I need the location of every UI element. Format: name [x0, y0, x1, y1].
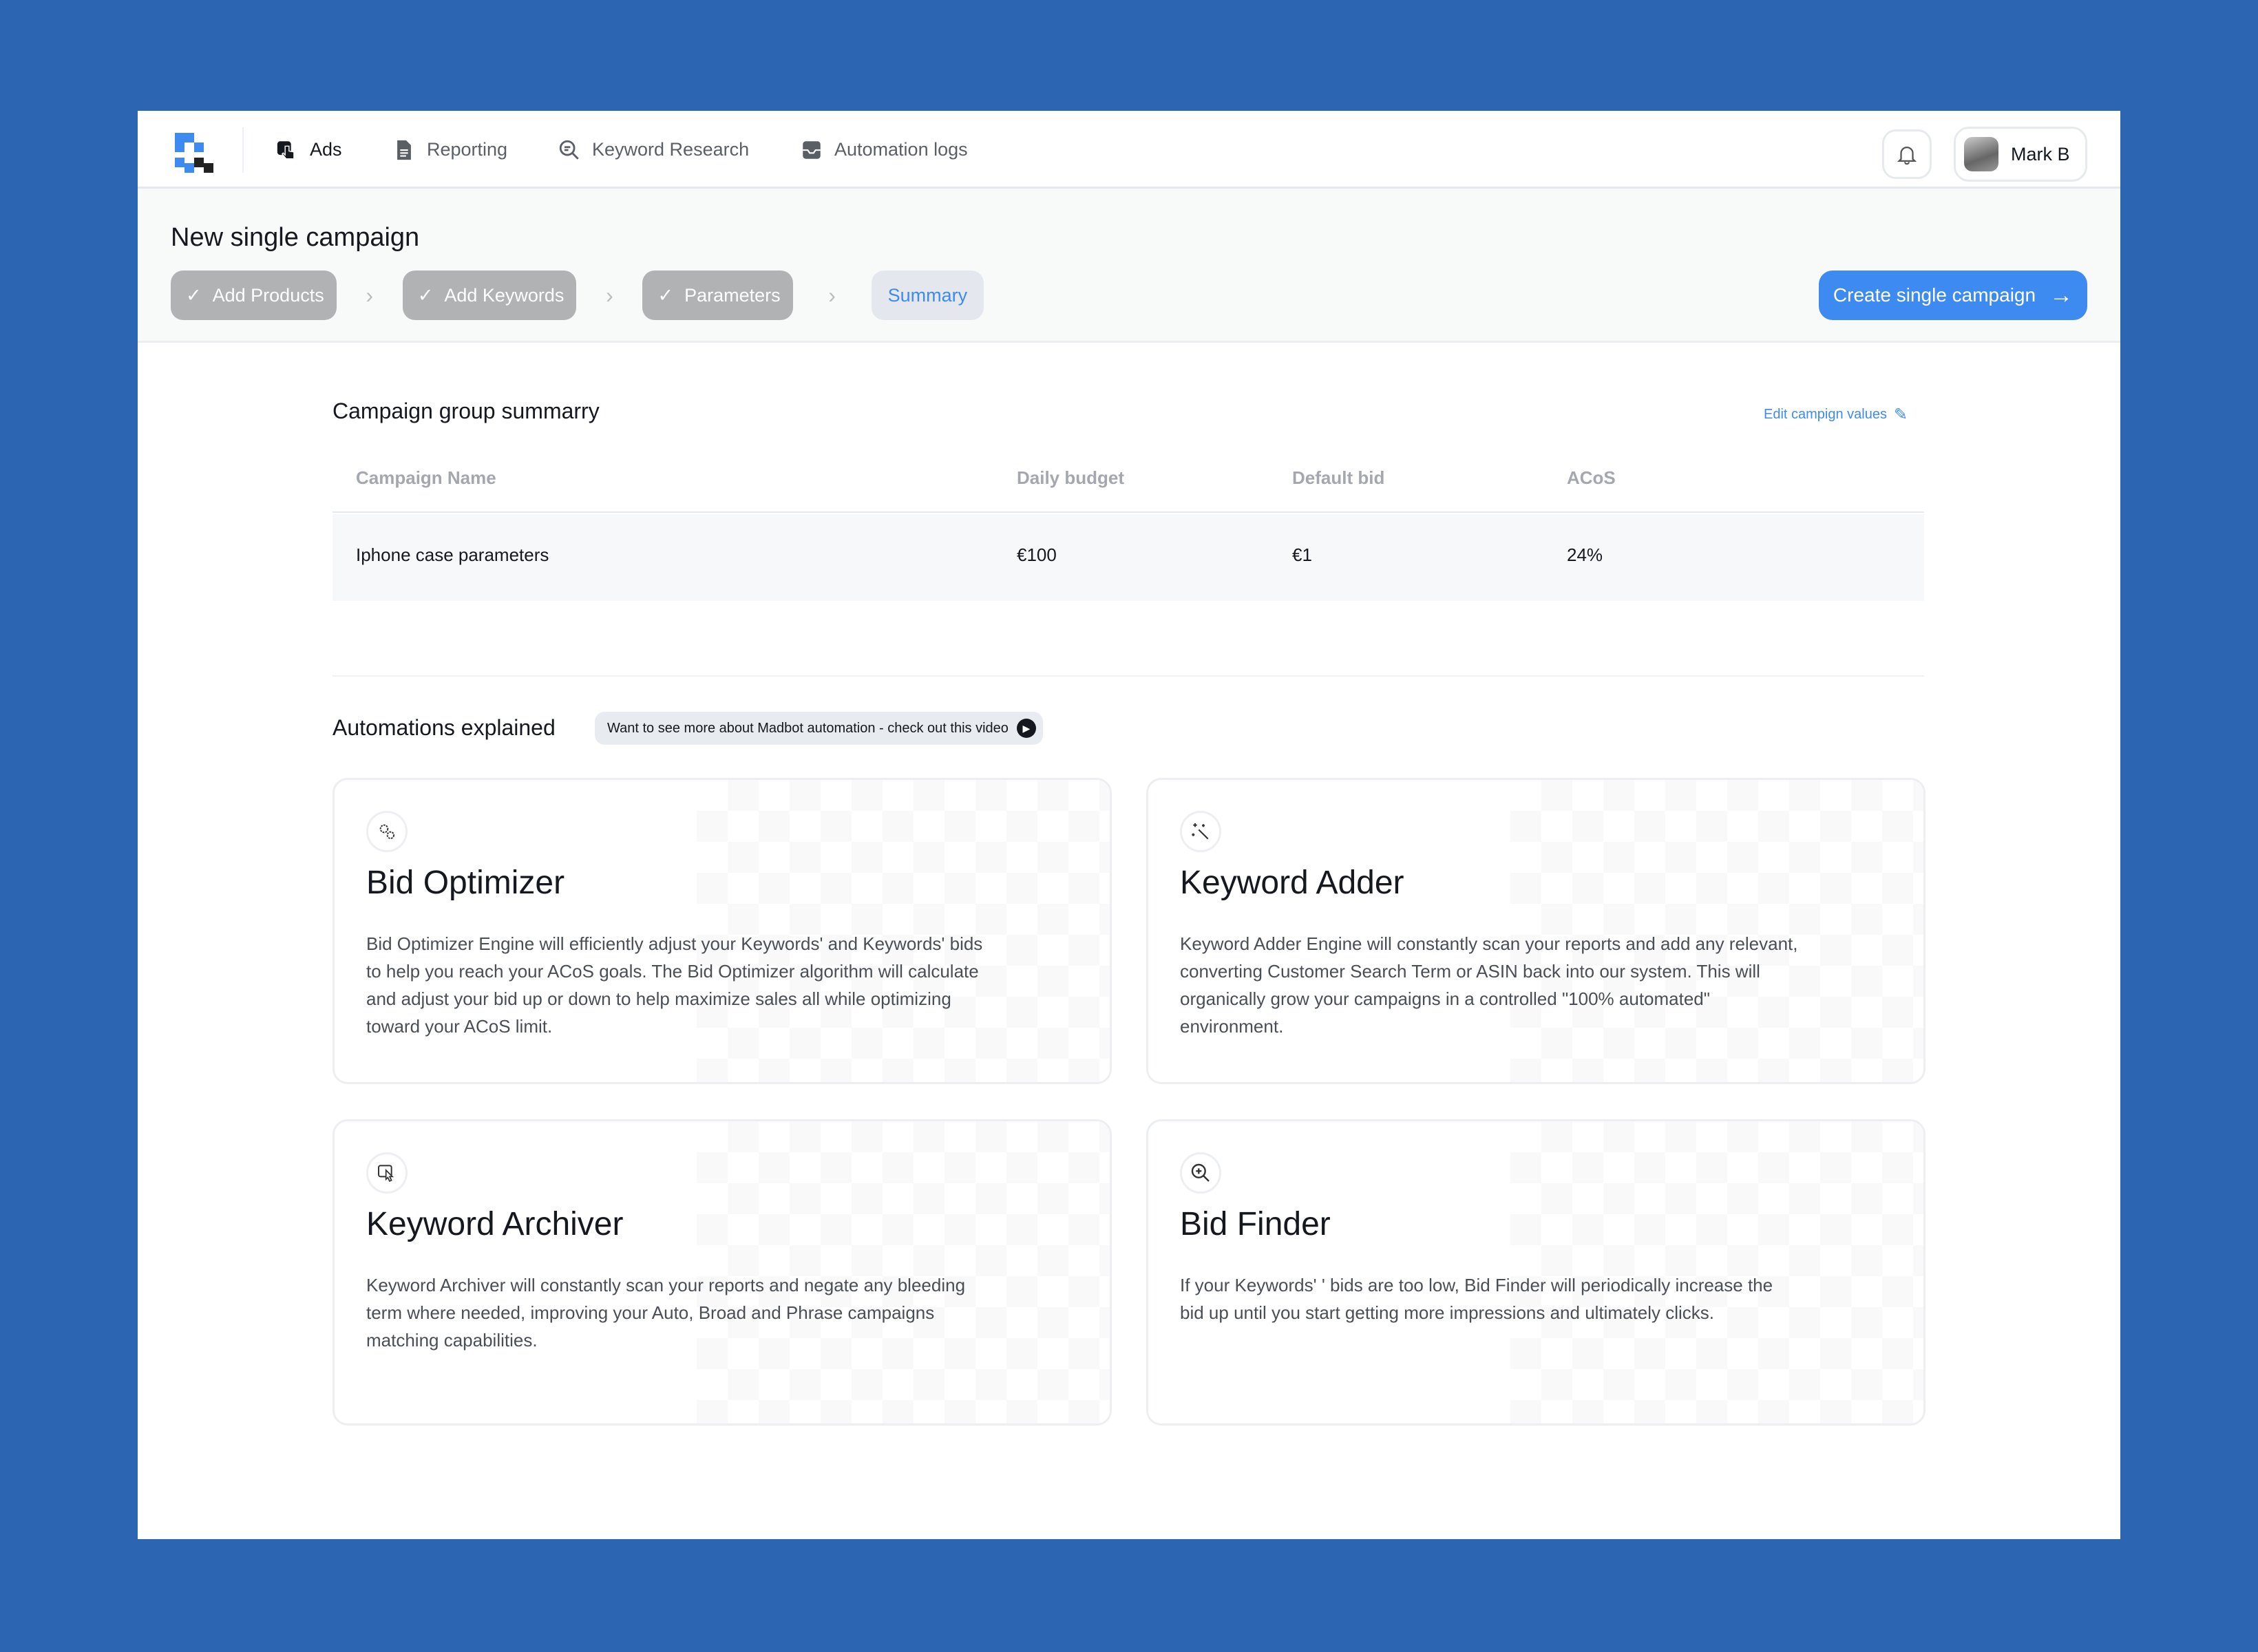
cell-default-bid: €1	[1292, 544, 1312, 565]
step-label: Add Keywords	[444, 284, 564, 306]
stepper: ✓ Add Products › ✓ Add Keywords › ✓ Paramet…	[171, 271, 984, 320]
link-label: Want to see more about Madbot automation…	[607, 720, 1009, 736]
card-keyword-archiver: Keyword Archiver Keyword Archiver will c…	[333, 1119, 1112, 1426]
column-header: Campaign Name	[356, 467, 496, 488]
card-text: Keyword Archiver will constantly scan yo…	[366, 1275, 966, 1351]
nav-automation-logs[interactable]: Automation logs	[800, 111, 968, 189]
nav-label: Automation logs	[834, 139, 968, 160]
card-text: If your Keywords' ' bids are too low, Bi…	[1180, 1275, 1773, 1323]
divider	[333, 675, 1924, 677]
logo[interactable]	[175, 133, 215, 173]
section-title: Automations explained	[333, 715, 556, 740]
nav-keyword-research[interactable]: Keyword Research	[558, 111, 749, 189]
column-header: ACoS	[1567, 467, 1616, 488]
search-icon	[559, 140, 579, 160]
nav-reporting[interactable]: Reporting	[392, 111, 507, 189]
page-title: New single campaign	[171, 223, 420, 252]
cell-campaign-name: Iphone case parameters	[356, 544, 549, 565]
divider	[333, 511, 1924, 513]
video-link[interactable]: Want to see more about Madbot automation…	[595, 712, 1043, 745]
table-row	[333, 514, 1924, 601]
chevron-right-icon: ›	[366, 282, 374, 308]
top-nav: Ads Reporting Keyword Research Automatio…	[138, 111, 2120, 189]
avatar	[1964, 137, 1998, 171]
card-title: Bid Optimizer	[366, 865, 565, 901]
card-text: Bid Optimizer Engine will efficiently ad…	[366, 933, 983, 1037]
check-icon: ✓	[417, 284, 434, 306]
zoom-in-icon	[1180, 1152, 1221, 1194]
archive-cursor-icon	[366, 1152, 408, 1194]
nav-label: Keyword Research	[592, 139, 750, 160]
gears-icon	[366, 811, 408, 852]
card-bid-finder: Bid Finder If your Keywords' ' bids are …	[1146, 1119, 1925, 1426]
card-keyword-adder: Keyword Adder Keyword Adder Engine will …	[1146, 778, 1925, 1084]
cell-acos: 24%	[1567, 544, 1603, 565]
edit-campaign-values-link[interactable]: Edit campign values ✎	[1764, 405, 1908, 425]
check-icon: ✓	[657, 284, 674, 306]
chevron-right-icon: ›	[828, 282, 836, 308]
step-add-keywords[interactable]: ✓ Add Keywords	[402, 271, 577, 320]
step-summary[interactable]: Summary	[871, 271, 984, 320]
link-label: Edit campign values	[1764, 407, 1887, 422]
notifications-button[interactable]	[1882, 129, 1932, 179]
play-icon: ▶	[1016, 719, 1036, 738]
card-bid-optimizer: Bid Optimizer Bid Optimizer Engine will …	[333, 778, 1112, 1084]
nav-label: Reporting	[427, 139, 508, 160]
nav-ads[interactable]: Ads	[275, 111, 342, 189]
user-menu[interactable]: Mark B	[1954, 127, 2087, 182]
button-label: Create single campaign	[1833, 284, 2036, 306]
arrow-right-icon: →	[2049, 282, 2074, 308]
cell-daily-budget: €100	[1017, 544, 1057, 565]
create-campaign-button[interactable]: Create single campaign →	[1819, 271, 2087, 320]
step-parameters[interactable]: ✓ Parameters	[642, 271, 793, 320]
step-label: Parameters	[684, 284, 781, 306]
wizard-header: New single campaign ✓ Add Products › ✓ Add…	[138, 189, 2120, 343]
divider	[242, 127, 244, 173]
card-text: Keyword Adder Engine will constantly sca…	[1180, 933, 1798, 1037]
section-title: Campaign group summarry	[333, 399, 600, 423]
step-add-products[interactable]: ✓ Add Products	[171, 271, 337, 320]
card-title: Keyword Archiver	[366, 1206, 624, 1242]
chevron-right-icon: ›	[606, 282, 613, 308]
hand-pointer-icon	[277, 140, 295, 159]
step-label: Summary	[887, 284, 968, 306]
pencil-icon: ✎	[1893, 405, 1908, 424]
card-title: Bid Finder	[1180, 1206, 1331, 1242]
nav-label: Ads	[310, 139, 342, 160]
app-window: Ads Reporting Keyword Research Automatio…	[138, 111, 2120, 1539]
bell-icon	[1897, 147, 1917, 165]
document-icon	[397, 140, 411, 160]
inbox-icon	[803, 140, 821, 159]
step-label: Add Products	[212, 284, 324, 306]
check-icon: ✓	[186, 284, 202, 306]
column-header: Daily budget	[1017, 467, 1125, 488]
user-name: Mark B	[2011, 143, 2070, 165]
card-title: Keyword Adder	[1180, 865, 1404, 901]
magic-wand-icon	[1180, 811, 1221, 852]
column-header: Default bid	[1292, 467, 1385, 488]
